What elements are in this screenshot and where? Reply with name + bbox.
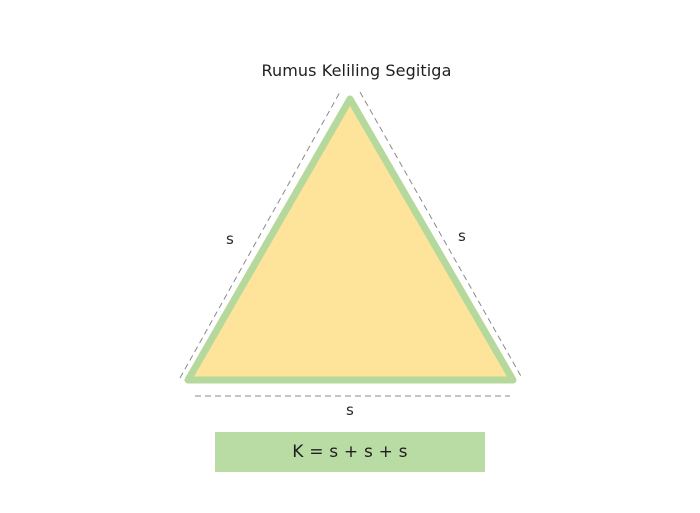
- formula-box: K = s + s + s: [215, 432, 485, 472]
- triangle-shape: [184, 95, 517, 384]
- right-side-label: s: [458, 227, 466, 245]
- diagram-title: Rumus Keliling Segitiga: [261, 61, 452, 80]
- right-dashed-guide: [359, 91, 523, 379]
- formula-text: K = s + s + s: [292, 442, 408, 462]
- bottom-side-label: s: [346, 401, 354, 419]
- left-dashed-guide: [179, 91, 341, 379]
- left-side-label: s: [226, 230, 234, 248]
